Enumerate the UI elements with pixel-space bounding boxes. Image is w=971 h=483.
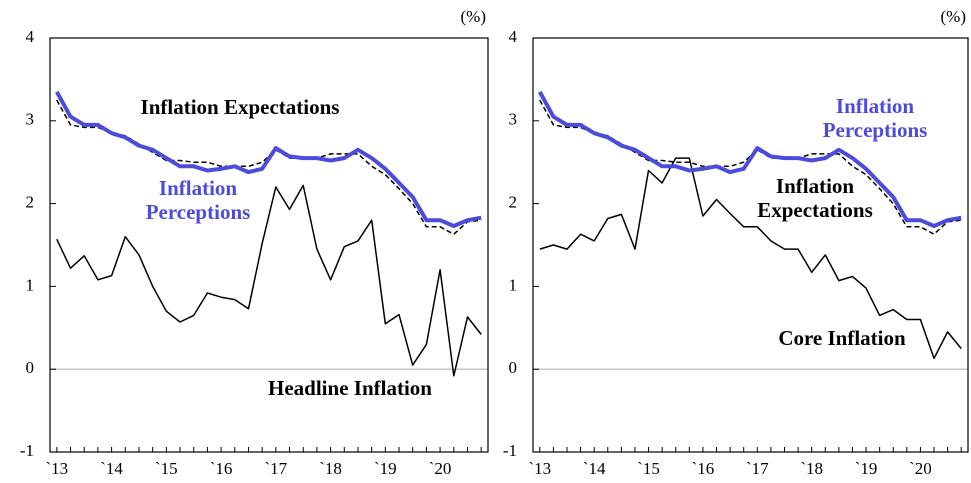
x-tick-label: `20 — [429, 459, 452, 478]
x-tick-label: `19 — [374, 459, 397, 478]
x-tick-label: `13 — [528, 459, 551, 478]
plot-frame — [532, 37, 969, 453]
plot-frame — [49, 37, 489, 453]
y-tick-label: 2 — [509, 193, 518, 212]
y-tick-label: 1 — [509, 275, 518, 294]
x-tick-label: `17 — [746, 459, 769, 478]
y-tick-label: 2 — [26, 193, 35, 212]
x-tick-label: `18 — [800, 459, 823, 478]
series-line — [538, 90, 962, 228]
x-tick-label: `13 — [46, 459, 69, 478]
x-tick-label: `14 — [100, 459, 123, 478]
series-line — [539, 157, 962, 360]
y-tick-label: 0 — [509, 358, 518, 377]
y-tick-label: 3 — [26, 110, 35, 129]
unit-label: (%) — [941, 7, 966, 26]
y-tick-label: 1 — [26, 275, 35, 294]
x-tick-label: `15 — [155, 459, 178, 478]
y-tick-label: 4 — [509, 27, 518, 46]
series-line — [56, 99, 482, 235]
y-tick-label: -1 — [503, 441, 517, 460]
series-label: Inflation Perceptions — [145, 176, 251, 224]
y-tick-label: 0 — [26, 358, 35, 377]
x-tick-label: `16 — [210, 459, 233, 478]
series-label: Core Inflation — [778, 326, 906, 350]
x-tick-label: `17 — [265, 459, 288, 478]
series-line — [55, 90, 482, 228]
series-label: Headline Inflation — [268, 376, 432, 400]
y-tick-label: -1 — [20, 441, 34, 460]
series-line — [539, 99, 962, 235]
x-tick-label: `18 — [319, 459, 342, 478]
series-label: Inflation Expectations — [140, 95, 340, 119]
x-tick-label: `19 — [855, 459, 878, 478]
series-label: Inflation Perceptions — [822, 94, 928, 142]
y-tick-label: 3 — [509, 110, 518, 129]
series-line — [56, 184, 482, 377]
y-tick-label: 4 — [26, 27, 35, 46]
x-tick-label: `14 — [583, 459, 606, 478]
x-tick-label: `16 — [692, 459, 715, 478]
x-tick-label: `15 — [637, 459, 660, 478]
series-label: Inflation Expectations — [757, 174, 873, 222]
x-tick-label: `20 — [909, 459, 932, 478]
unit-label: (%) — [461, 7, 486, 26]
